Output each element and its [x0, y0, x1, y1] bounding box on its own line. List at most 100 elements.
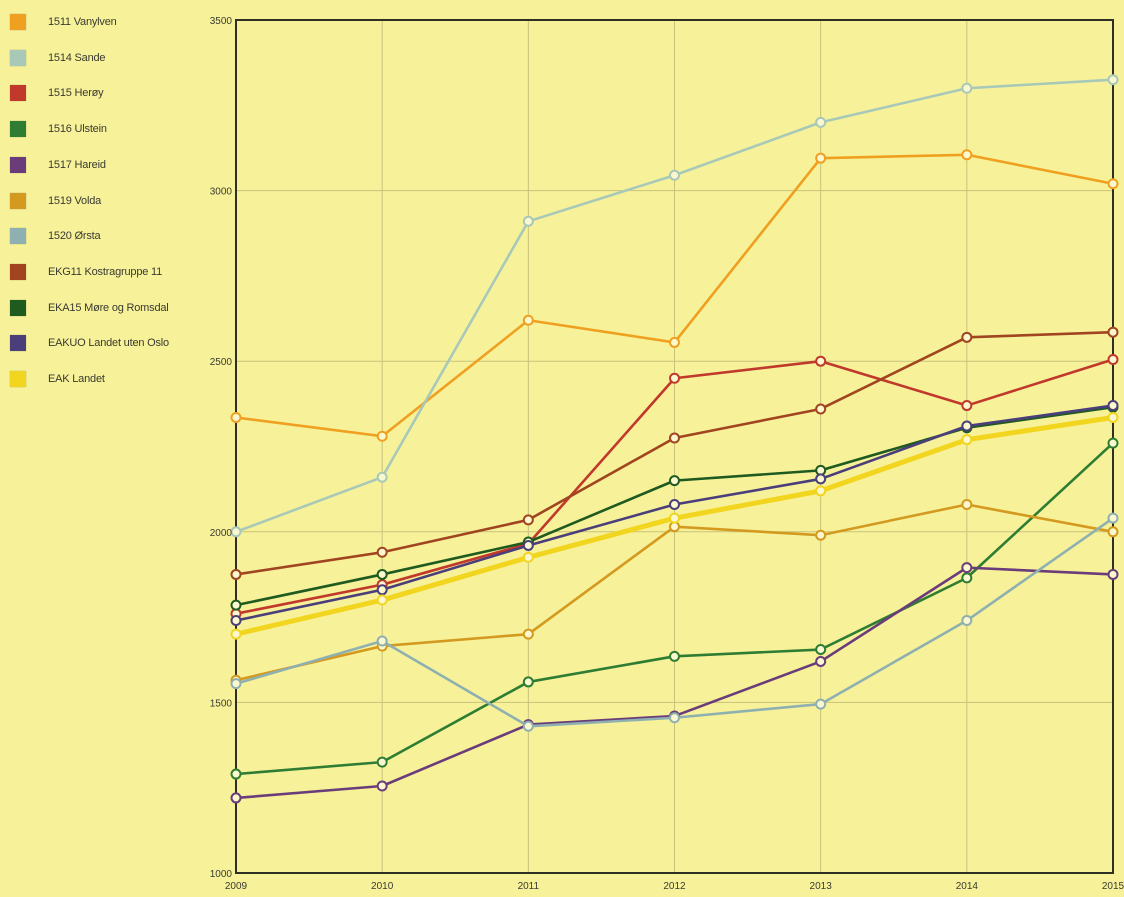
data-point[interactable]: [961, 331, 973, 343]
data-point[interactable]: [376, 594, 388, 606]
data-point[interactable]: [230, 768, 242, 780]
data-point[interactable]: [376, 756, 388, 768]
data-point[interactable]: [230, 599, 242, 611]
data-point[interactable]: [522, 314, 534, 326]
legend-swatch: [10, 49, 26, 66]
data-point[interactable]: [669, 169, 680, 181]
y-tick-label: 1000: [210, 869, 233, 880]
data-point[interactable]: [815, 355, 827, 367]
x-tick-label: 2015: [1102, 881, 1124, 892]
data-point[interactable]: [230, 678, 242, 690]
data-point[interactable]: [669, 336, 680, 348]
data-point[interactable]: [230, 792, 242, 804]
legend-item[interactable]: 1517 Hareid: [10, 155, 106, 175]
data-point[interactable]: [815, 529, 827, 541]
data-point[interactable]: [961, 562, 973, 574]
data-point[interactable]: [376, 568, 388, 580]
data-point[interactable]: [1107, 326, 1119, 338]
legend-label: EKA15 Møre og Romsdal: [48, 301, 169, 314]
legend-label: 1515 Herøy: [48, 87, 104, 100]
data-point[interactable]: [522, 720, 534, 732]
data-point[interactable]: [669, 475, 680, 487]
data-point[interactable]: [815, 698, 827, 710]
legend-label: EAK Landet: [48, 373, 105, 385]
data-point[interactable]: [961, 615, 973, 627]
data-point[interactable]: [961, 149, 973, 161]
x-tick-label: 2009: [225, 881, 248, 892]
series-lines: [230, 74, 1119, 804]
legend-item[interactable]: EKA15 Møre og Romsdal: [10, 298, 169, 318]
data-point[interactable]: [522, 539, 534, 551]
data-point[interactable]: [669, 712, 680, 724]
data-point[interactable]: [961, 434, 973, 446]
legend-item[interactable]: EAKUO Landet uten Oslo: [10, 333, 169, 353]
data-point[interactable]: [376, 635, 388, 647]
x-tick-label: 2013: [810, 881, 833, 892]
x-tick-label: 2012: [663, 881, 686, 892]
data-point[interactable]: [669, 499, 680, 511]
data-point[interactable]: [1107, 512, 1119, 524]
legend-item[interactable]: 1515 Herøy: [10, 83, 104, 103]
data-point[interactable]: [522, 514, 534, 526]
data-point[interactable]: [230, 568, 242, 580]
series-0: [230, 149, 1119, 442]
tick-labels: 1000 1500 2000 2500 3000 3500 2009 2010 2011 2012…: [210, 16, 1124, 892]
data-point[interactable]: [230, 526, 242, 538]
data-point[interactable]: [669, 650, 680, 662]
legend-swatch: [10, 192, 26, 209]
data-point[interactable]: [1107, 568, 1119, 580]
data-point[interactable]: [815, 655, 827, 667]
data-point[interactable]: [376, 584, 388, 596]
legend-swatch: [10, 121, 26, 138]
data-point[interactable]: [815, 644, 827, 656]
data-point[interactable]: [376, 780, 388, 792]
legend-item[interactable]: 1520 Ørsta: [10, 226, 101, 246]
data-point[interactable]: [230, 615, 242, 627]
y-tick-label: 2000: [210, 528, 233, 539]
data-point[interactable]: [961, 572, 973, 584]
data-point[interactable]: [1107, 400, 1119, 412]
data-point[interactable]: [815, 485, 827, 497]
data-point[interactable]: [669, 372, 680, 384]
data-point[interactable]: [522, 551, 534, 563]
legend-swatch: [10, 263, 26, 280]
legend-item[interactable]: 1516 Ulstein: [10, 119, 107, 139]
series-9: [230, 400, 1119, 627]
legend-label: 1517 Hareid: [48, 158, 106, 171]
legend-item[interactable]: EKG11 Kostragruppe 11: [10, 262, 162, 282]
data-point[interactable]: [815, 403, 827, 415]
data-point[interactable]: [669, 512, 680, 524]
data-point[interactable]: [1107, 178, 1119, 190]
data-point[interactable]: [522, 215, 534, 227]
legend-swatch: [10, 335, 26, 352]
data-point[interactable]: [522, 628, 534, 640]
data-point[interactable]: [815, 152, 827, 164]
data-point[interactable]: [230, 411, 242, 423]
data-point[interactable]: [376, 430, 388, 442]
data-point[interactable]: [230, 628, 242, 640]
data-point[interactable]: [1107, 526, 1119, 538]
data-point[interactable]: [1107, 353, 1119, 365]
data-point[interactable]: [376, 471, 388, 483]
legend-item[interactable]: EAK Landet: [10, 369, 105, 389]
data-point[interactable]: [961, 420, 973, 432]
data-point[interactable]: [1107, 74, 1119, 86]
legend-item[interactable]: 1514 Sande: [10, 48, 106, 68]
data-point[interactable]: [522, 676, 534, 688]
legend-label: 1519 Volda: [48, 194, 102, 207]
data-point[interactable]: [1107, 437, 1119, 449]
legend-item[interactable]: 1511 Vanylven: [10, 12, 117, 32]
data-point[interactable]: [961, 499, 973, 511]
data-point[interactable]: [669, 432, 680, 444]
data-point[interactable]: [961, 400, 973, 412]
legend-item[interactable]: 1519 Volda: [10, 191, 101, 211]
x-tick-label: 2011: [518, 881, 540, 892]
legend-label: 1511 Vanylven: [48, 16, 117, 28]
data-point[interactable]: [376, 546, 388, 558]
data-point[interactable]: [961, 82, 973, 94]
data-point[interactable]: [1107, 411, 1119, 423]
data-point[interactable]: [815, 473, 827, 485]
data-point[interactable]: [815, 116, 827, 128]
legend-label: 1520 Ørsta: [48, 230, 101, 243]
